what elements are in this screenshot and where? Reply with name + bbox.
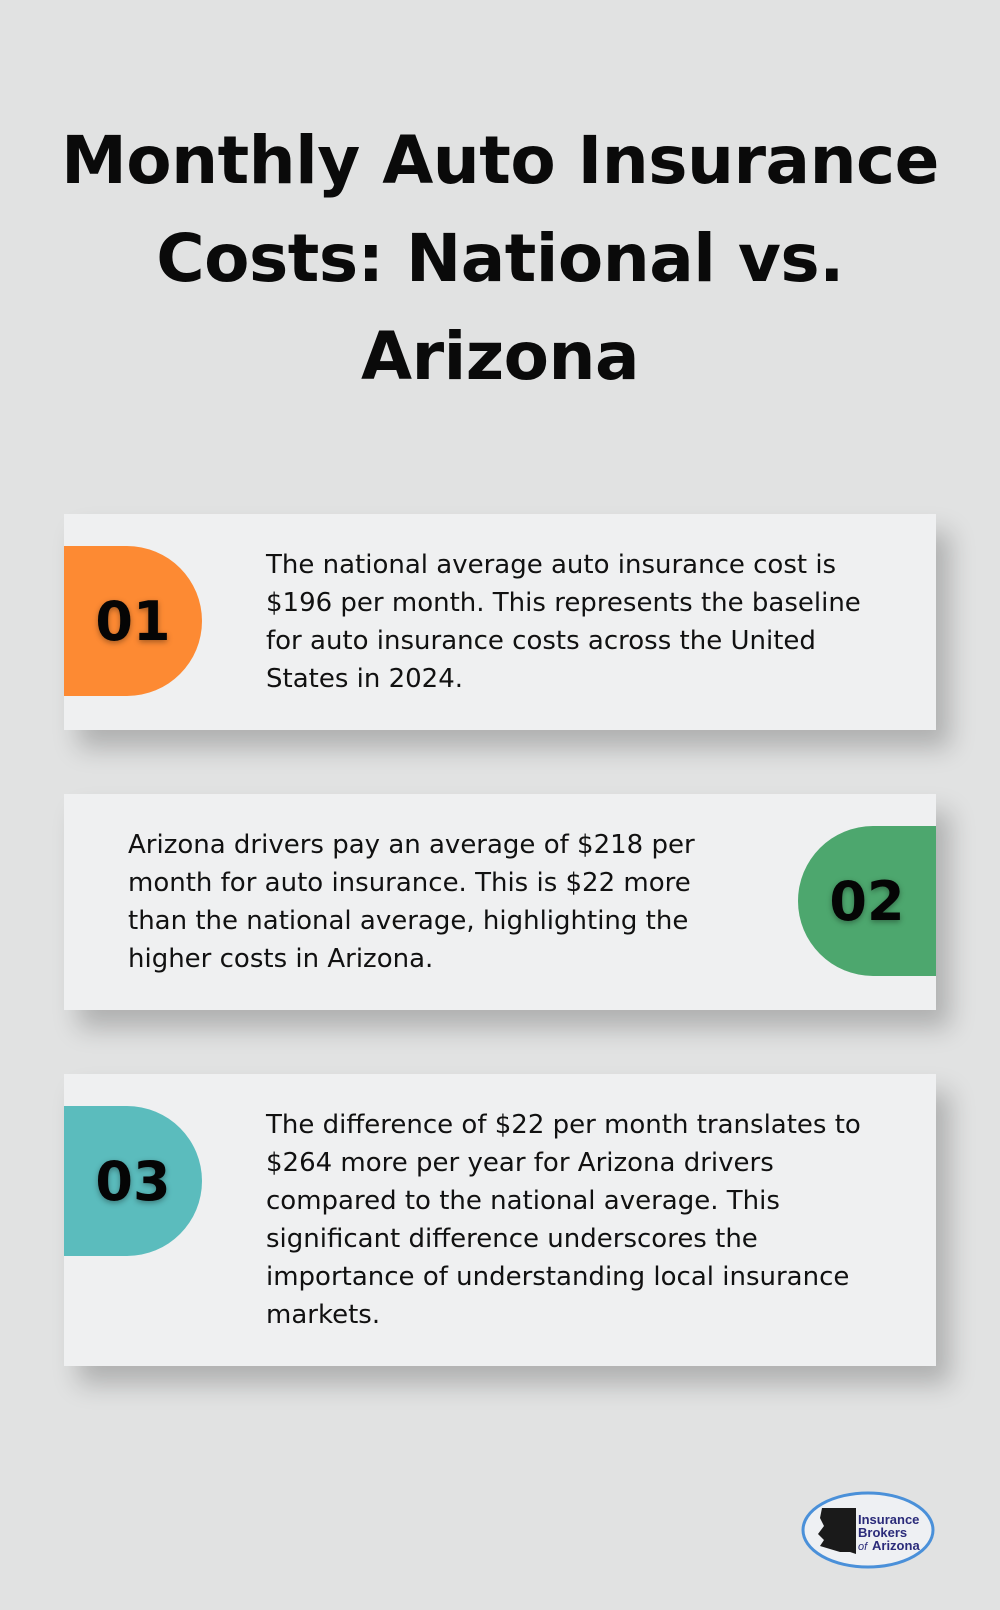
logo-ellipse-icon: Insurance Brokers of Arizona: [801, 1491, 935, 1569]
number-badge: 03: [64, 1106, 202, 1256]
logo-text-line3: Arizona: [872, 1538, 920, 1553]
logo-text-line2: Brokers: [858, 1525, 907, 1540]
company-logo: Insurance Brokers of Arizona: [800, 1490, 936, 1570]
info-card-3: 03 The difference of $22 per month trans…: [64, 1074, 936, 1366]
info-card-1: 01 The national average auto insurance c…: [64, 514, 936, 730]
page-title: Monthly Auto Insurance Costs: National v…: [61, 122, 939, 395]
card-text: Arizona drivers pay an average of $218 p…: [128, 830, 695, 974]
info-card-2: Arizona drivers pay an average of $218 p…: [64, 794, 936, 1010]
logo-text-of: of: [858, 1541, 868, 1553]
number-badge: 01: [64, 546, 202, 696]
arizona-map-icon: [818, 1508, 856, 1554]
logo-text-line1: Insurance: [858, 1512, 919, 1527]
number-badge: 02: [798, 826, 936, 976]
card-text: The difference of $22 per month translat…: [266, 1110, 861, 1330]
card-text: The national average auto insurance cost…: [266, 550, 861, 694]
